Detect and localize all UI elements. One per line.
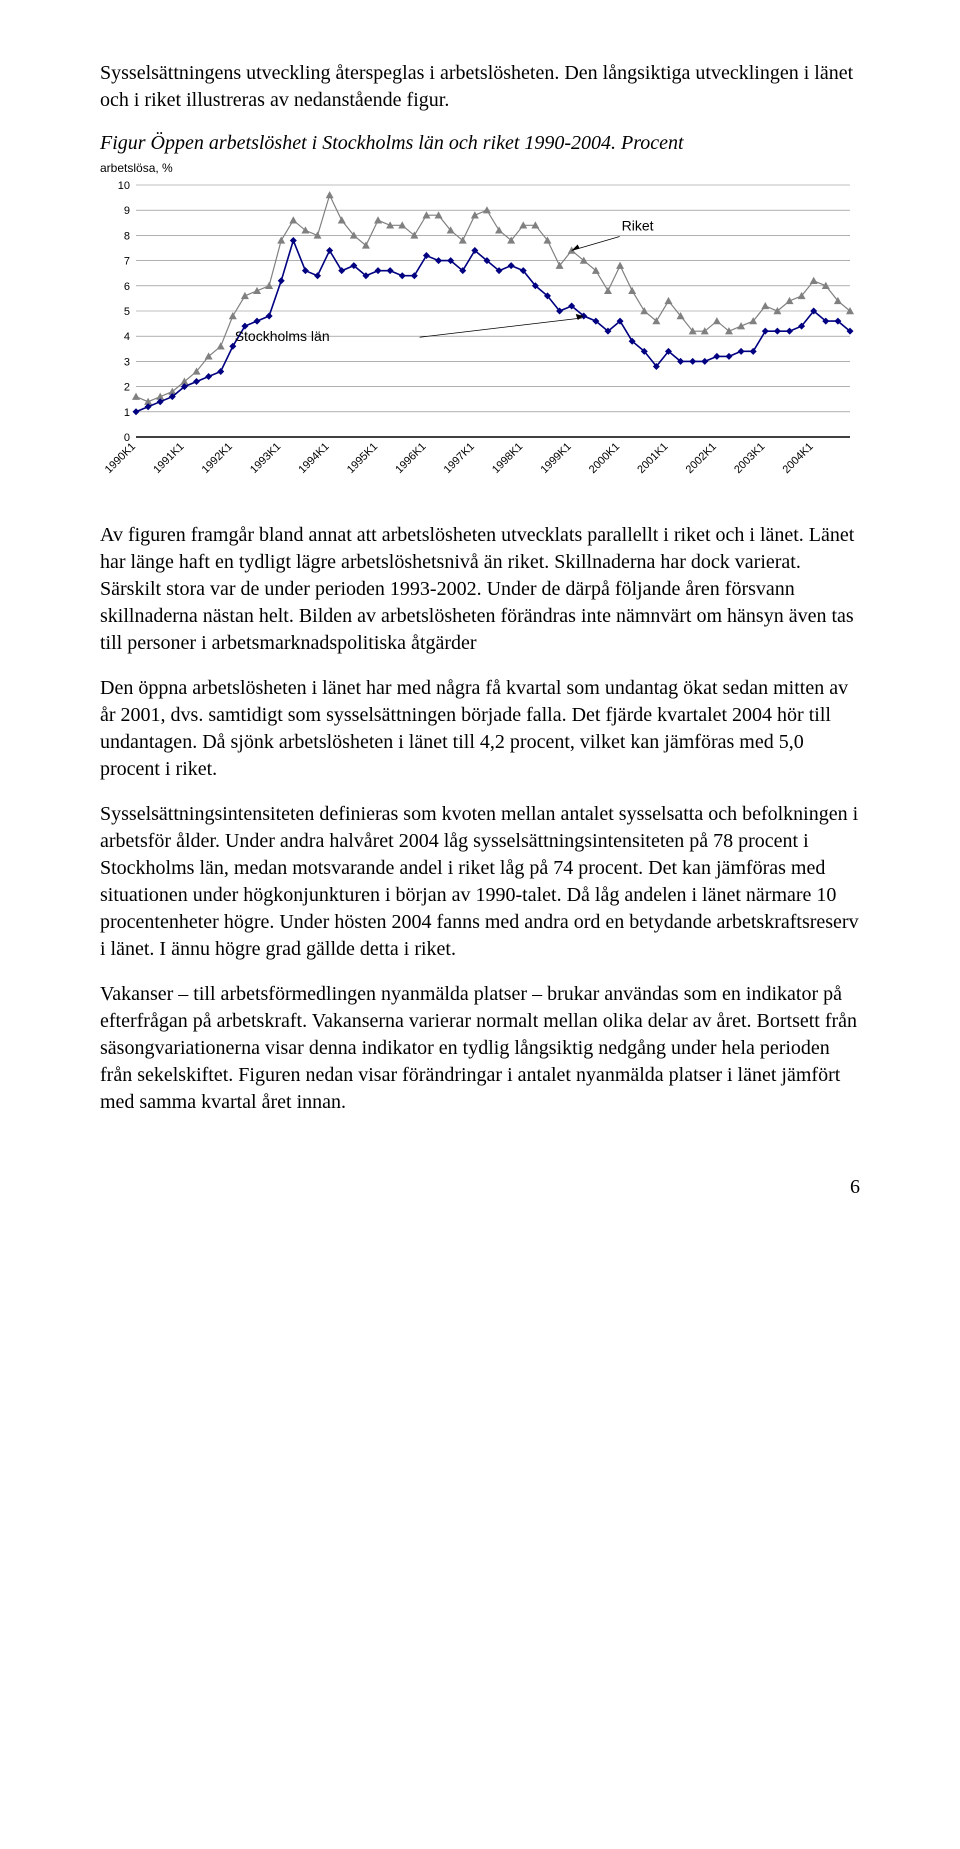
paragraph-4: Vakanser – till arbetsförmedlingen nyanm…: [100, 981, 860, 1116]
svg-text:9: 9: [124, 205, 130, 217]
svg-text:1994K1: 1994K1: [296, 441, 331, 476]
svg-text:4: 4: [124, 331, 130, 343]
svg-text:1998K1: 1998K1: [490, 441, 525, 476]
y-axis-title: arbetslösa, %: [100, 161, 860, 175]
svg-text:Stockholms län: Stockholms län: [235, 328, 330, 344]
svg-text:1: 1: [124, 407, 130, 419]
svg-text:5: 5: [124, 306, 130, 318]
svg-text:1996K1: 1996K1: [393, 441, 428, 476]
svg-text:8: 8: [124, 230, 130, 242]
paragraph-2: Den öppna arbetslösheten i länet har med…: [100, 675, 860, 783]
svg-text:2000K1: 2000K1: [587, 441, 622, 476]
svg-text:6: 6: [124, 281, 130, 293]
svg-text:10: 10: [118, 180, 130, 192]
svg-text:2004K1: 2004K1: [781, 441, 816, 476]
svg-text:7: 7: [124, 256, 130, 268]
svg-text:1991K1: 1991K1: [151, 441, 186, 476]
figure-caption: Figur Öppen arbetslöshet i Stockholms lä…: [100, 132, 860, 155]
svg-text:1995K1: 1995K1: [345, 441, 380, 476]
svg-text:1997K1: 1997K1: [442, 441, 477, 476]
paragraph-3: Sysselsättningsintensiteten definieras s…: [100, 801, 860, 963]
chart-svg: 0123456789101990K11991K11992K11993K11994…: [100, 177, 860, 497]
svg-text:1999K1: 1999K1: [538, 441, 573, 476]
intro-paragraph: Sysselsättningens utveckling återspeglas…: [100, 60, 860, 114]
svg-text:1990K1: 1990K1: [103, 441, 138, 476]
svg-text:1992K1: 1992K1: [200, 441, 235, 476]
svg-text:2003K1: 2003K1: [732, 441, 767, 476]
unemployment-chart: arbetslösa, % 0123456789101990K11991K119…: [100, 161, 860, 502]
svg-text:1993K1: 1993K1: [248, 441, 283, 476]
svg-text:Riket: Riket: [622, 218, 654, 234]
svg-text:3: 3: [124, 356, 130, 368]
svg-text:2002K1: 2002K1: [684, 441, 719, 476]
page: Sysselsättningens utveckling återspeglas…: [0, 0, 960, 1279]
svg-text:2001K1: 2001K1: [635, 441, 670, 476]
paragraph-1: Av figuren framgår bland annat att arbet…: [100, 522, 860, 657]
svg-text:2: 2: [124, 382, 130, 394]
page-number: 6: [100, 1176, 860, 1199]
